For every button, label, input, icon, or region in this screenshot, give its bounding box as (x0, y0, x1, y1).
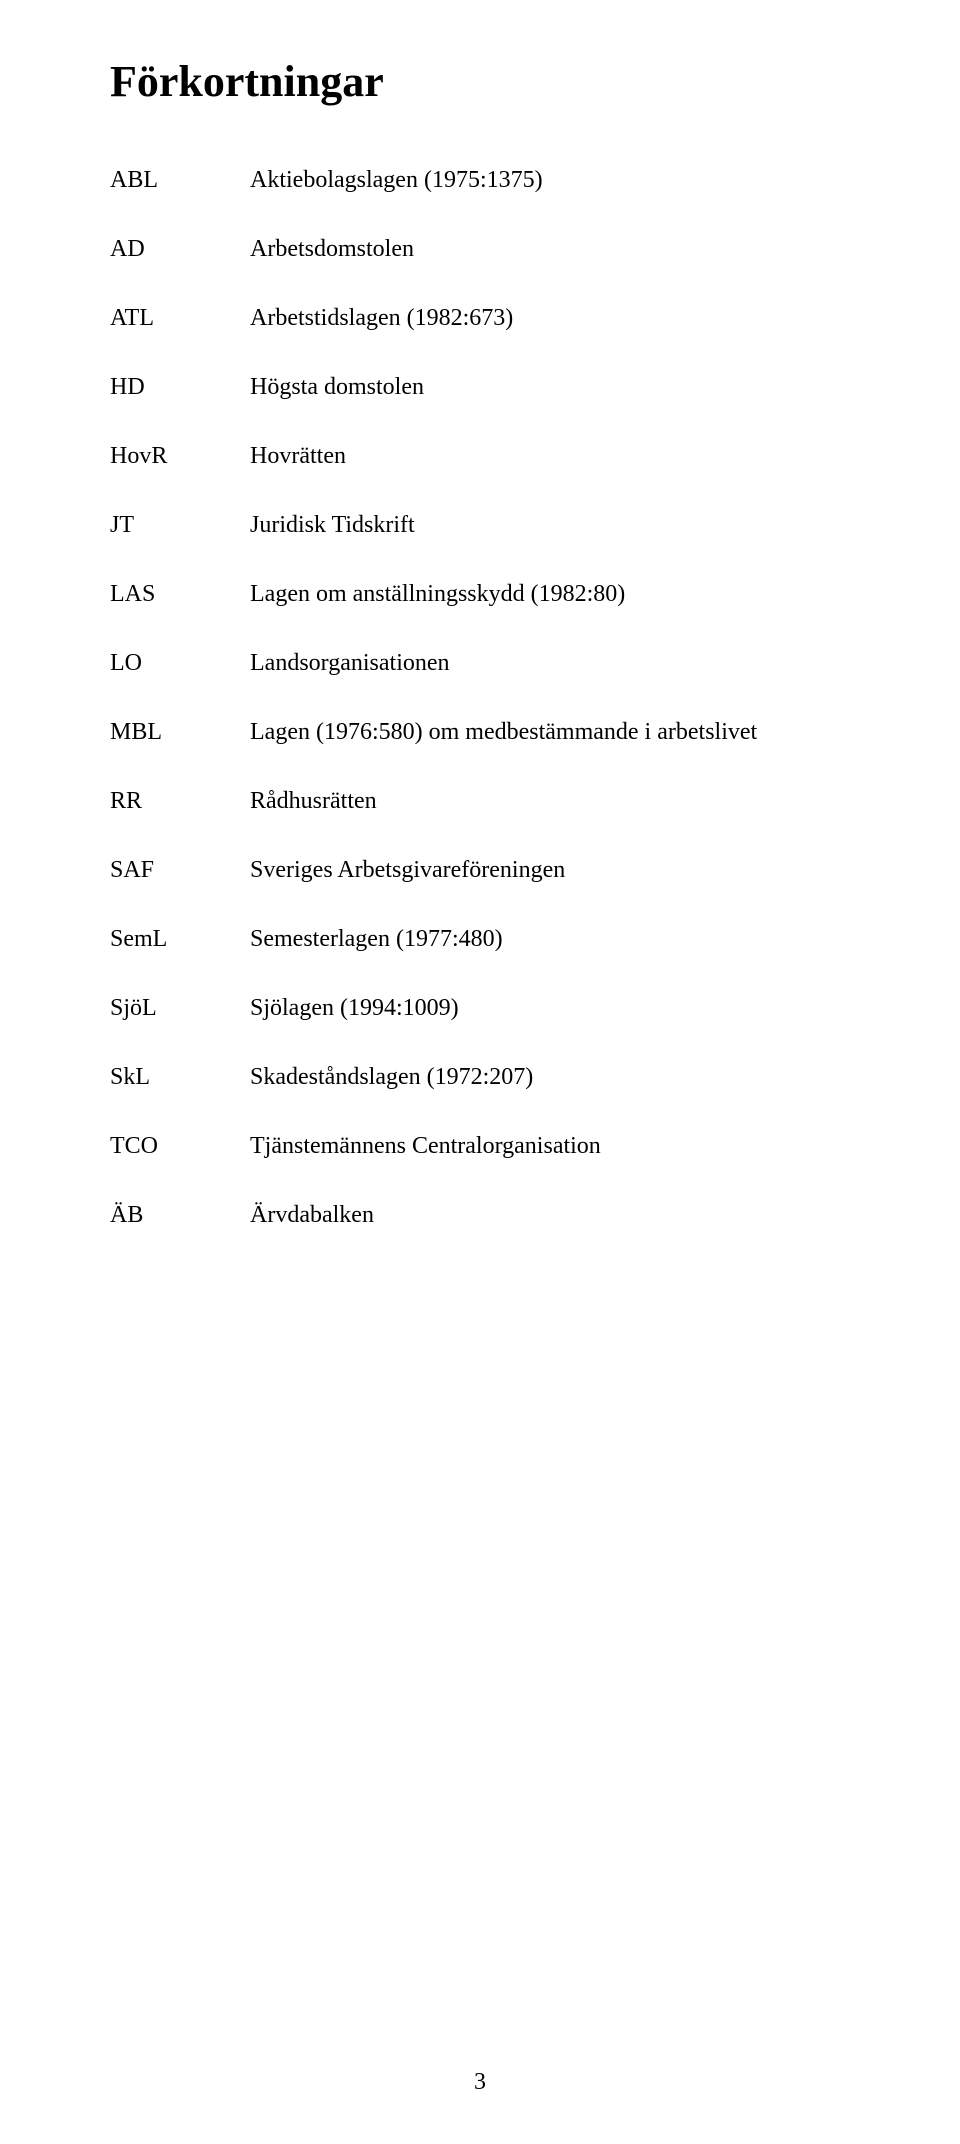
list-item: ATL Arbetstidslagen (1982:673) (110, 305, 850, 332)
abbreviation: RR (110, 788, 250, 815)
list-item: RR Rådhusrätten (110, 788, 850, 815)
abbreviation: LAS (110, 581, 250, 608)
list-item: ABL Aktiebolagslagen (1975:1375) (110, 167, 850, 194)
page-title: Förkortningar (110, 56, 850, 107)
description: Tjänstemännens Centralorganisation (250, 1133, 850, 1160)
description: Landsorganisationen (250, 650, 850, 677)
description: Aktiebolagslagen (1975:1375) (250, 167, 850, 194)
abbreviation: JT (110, 512, 250, 539)
abbreviation: MBL (110, 719, 250, 746)
list-item: HD Högsta domstolen (110, 374, 850, 401)
abbreviation: HovR (110, 443, 250, 470)
abbreviation: SjöL (110, 995, 250, 1022)
abbreviation: SemL (110, 926, 250, 953)
description: Lagen (1976:580) om medbestämmande i arb… (250, 719, 850, 746)
list-item: SemL Semesterlagen (1977:480) (110, 926, 850, 953)
abbreviation: SkL (110, 1064, 250, 1091)
description: Högsta domstolen (250, 374, 850, 401)
list-item: TCO Tjänstemännens Centralorganisation (110, 1133, 850, 1160)
page-number: 3 (0, 2069, 960, 2096)
description: Skadeståndslagen (1972:207) (250, 1064, 850, 1091)
description: Sveriges Arbetsgivareföreningen (250, 857, 850, 884)
list-item: SjöL Sjölagen (1994:1009) (110, 995, 850, 1022)
description: Sjölagen (1994:1009) (250, 995, 850, 1022)
description: Rådhusrätten (250, 788, 850, 815)
list-item: LAS Lagen om anställningsskydd (1982:80) (110, 581, 850, 608)
abbreviation: HD (110, 374, 250, 401)
list-item: SkL Skadeståndslagen (1972:207) (110, 1064, 850, 1091)
list-item: AD Arbetsdomstolen (110, 236, 850, 263)
list-item: LO Landsorganisationen (110, 650, 850, 677)
description: Semesterlagen (1977:480) (250, 926, 850, 953)
abbreviation: SAF (110, 857, 250, 884)
description: Hovrätten (250, 443, 850, 470)
list-item: HovR Hovrätten (110, 443, 850, 470)
description: Lagen om anställningsskydd (1982:80) (250, 581, 850, 608)
abbreviation: ATL (110, 305, 250, 332)
list-item: JT Juridisk Tidskrift (110, 512, 850, 539)
abbreviation-list: ABL Aktiebolagslagen (1975:1375) AD Arbe… (110, 167, 850, 1229)
description: Arbetstidslagen (1982:673) (250, 305, 850, 332)
description: Juridisk Tidskrift (250, 512, 850, 539)
abbreviation: AD (110, 236, 250, 263)
document-page: Förkortningar ABL Aktiebolagslagen (1975… (0, 0, 960, 2144)
abbreviation: ABL (110, 167, 250, 194)
list-item: ÄB Ärvdabalken (110, 1202, 850, 1229)
list-item: MBL Lagen (1976:580) om medbestämmande i… (110, 719, 850, 746)
abbreviation: ÄB (110, 1202, 250, 1229)
description: Ärvdabalken (250, 1202, 850, 1229)
abbreviation: LO (110, 650, 250, 677)
abbreviation: TCO (110, 1133, 250, 1160)
description: Arbetsdomstolen (250, 236, 850, 263)
list-item: SAF Sveriges Arbetsgivareföreningen (110, 857, 850, 884)
